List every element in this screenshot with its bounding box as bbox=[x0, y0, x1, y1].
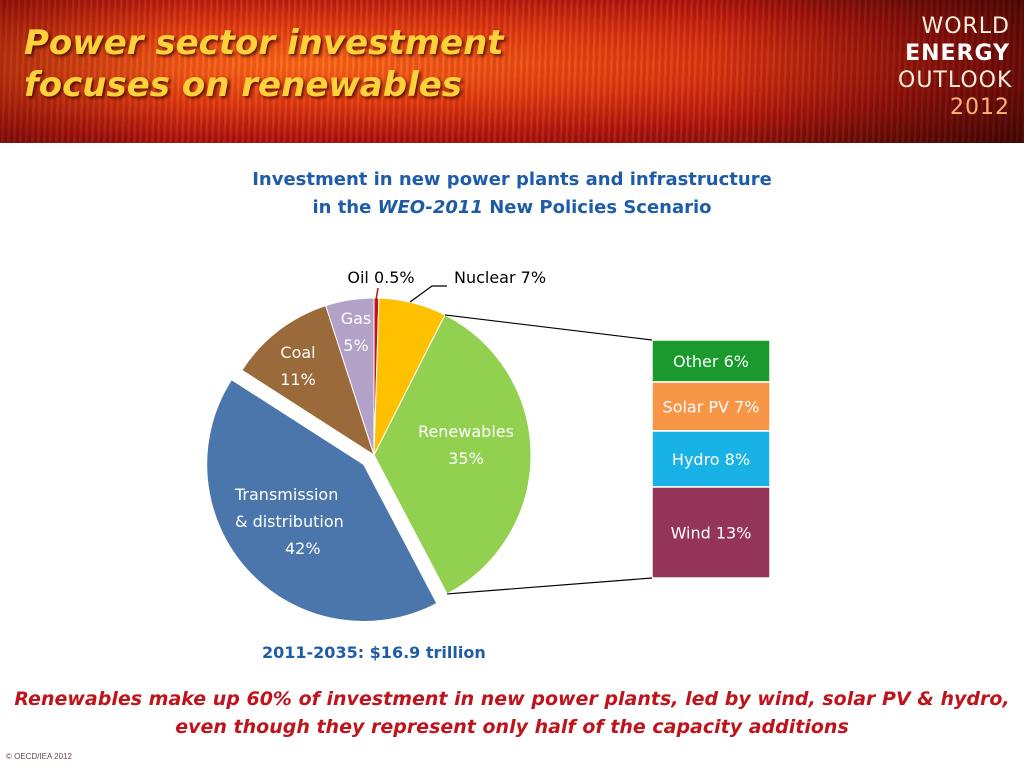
weo-logo: WORLD ENERGY OUTLOOK 2012 bbox=[898, 13, 1013, 121]
bar-segment-hydro bbox=[651, 430, 771, 488]
chart-title-post: New Policies Scenario bbox=[482, 197, 712, 218]
pie-label-gas-line2: 5% bbox=[343, 336, 368, 355]
copyright: © OECD/IEA 2012 bbox=[6, 752, 72, 761]
pie-label-nuclear: Nuclear 7% bbox=[454, 268, 546, 287]
pie-label-coal-line1: Coal bbox=[280, 343, 315, 362]
chart-title: Investment in new power plants and infra… bbox=[200, 166, 824, 222]
pie-label-coal-line2: 11% bbox=[280, 370, 316, 389]
bar-segment-other bbox=[651, 339, 771, 383]
chart-title-pre: in the bbox=[312, 197, 378, 218]
oil-leader-line bbox=[375, 287, 379, 301]
header-banner: Power sector investment focuses on renew… bbox=[0, 0, 1024, 143]
pie-label-coal: Coal 11% bbox=[280, 343, 316, 389]
slide-title-line2: focuses on renewables bbox=[24, 65, 463, 105]
chart-title-line1: Investment in new power plants and infra… bbox=[252, 169, 772, 190]
pie-label-oil: Oil 0.5% bbox=[347, 268, 414, 287]
conclusion-text: Renewables make up 60% of investment in … bbox=[0, 685, 1024, 741]
total-investment-label: 2011-2035: $16.9 trillion bbox=[262, 643, 486, 662]
pie-label-nuclear-line1: Nuclear 7% bbox=[454, 268, 546, 287]
header-texture bbox=[0, 0, 1024, 143]
connector-line-bottom bbox=[447, 577, 653, 595]
pie-slice-gas bbox=[325, 297, 375, 456]
pie-label-transmission-and-distribution: Transmission & distribution 42% bbox=[234, 485, 344, 558]
bar-segment-wind bbox=[651, 486, 771, 579]
chart-title-italic: WEO-2011 bbox=[377, 197, 483, 218]
pie-label-transmission-and-distribution-line3: 42% bbox=[285, 539, 321, 558]
header-shade bbox=[0, 0, 1024, 143]
pie-label-transmission-and-distribution-line1: Transmission bbox=[234, 485, 338, 504]
nuclear-leader-line bbox=[409, 285, 447, 303]
bar-segment-solar-pv bbox=[651, 381, 771, 432]
pie-label-oil-line1: Oil 0.5% bbox=[347, 268, 414, 287]
conclusion-line1: Renewables make up 60% of investment in … bbox=[14, 688, 1010, 710]
slide-title-line1: Power sector investment bbox=[24, 23, 504, 63]
pie-label-transmission-and-distribution-line2: & distribution bbox=[235, 512, 344, 531]
bar-label-solar-pv: Solar PV 7% bbox=[663, 398, 760, 417]
logo-line4: 2012 bbox=[950, 95, 1010, 120]
logo-line1: WORLD bbox=[921, 14, 1010, 39]
slide-title: Power sector investment focuses on renew… bbox=[24, 22, 504, 106]
pie-label-renewables: Renewables 35% bbox=[418, 422, 514, 468]
bar-label-hydro: Hydro 8% bbox=[672, 450, 750, 469]
chart-title-line2: in the WEO-2011 New Policies Scenario bbox=[200, 194, 824, 222]
conclusion-line2: even though they represent only half of … bbox=[175, 716, 849, 738]
pie-label-renewables-line1: Renewables bbox=[418, 422, 514, 441]
logo-line3: OUTLOOK bbox=[898, 68, 1013, 93]
connector-line-top bbox=[444, 314, 653, 341]
logo-line2: ENERGY bbox=[905, 41, 1010, 66]
bar-label-wind: Wind 13% bbox=[671, 524, 752, 543]
pie-label-gas: Gas 5% bbox=[341, 309, 372, 355]
pie-label-gas-line1: Gas bbox=[341, 309, 372, 328]
pie-label-renewables-line2: 35% bbox=[448, 449, 484, 468]
pie-slice-coal bbox=[241, 304, 375, 457]
bar-label-other: Other 6% bbox=[673, 352, 749, 371]
pie-slice-transmission-and-distribution bbox=[206, 378, 438, 622]
pie-slice-renewables bbox=[373, 314, 532, 595]
